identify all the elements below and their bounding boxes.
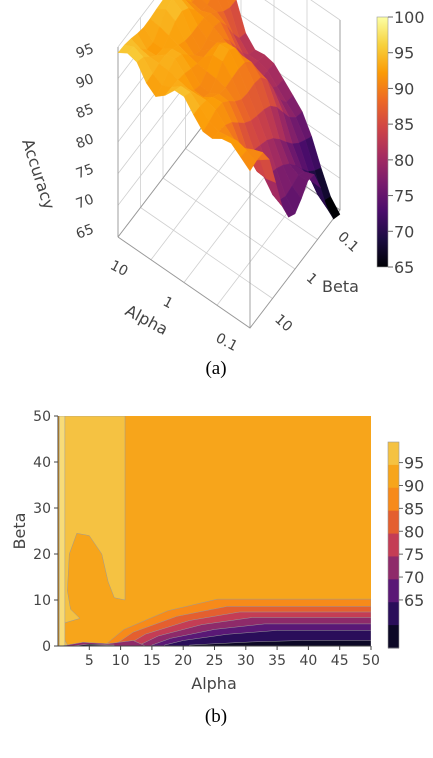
contour-colorbar-tick-label: 70 (404, 568, 424, 587)
contour-y-tick-label: 10 (33, 593, 51, 609)
colorbar-tick-label: 95 (394, 44, 414, 63)
contour-colorbar (387, 441, 400, 649)
surface-colorbar (376, 16, 389, 268)
contour-colorbar-segment (388, 442, 399, 466)
z-tick-label: 95 (74, 41, 96, 62)
contour-x-ticks: 5 10 15 20 25 30 35 40 45 50 (85, 646, 380, 669)
contour-colorbar-tick-label: 75 (404, 545, 424, 564)
contour-colorbar-tick-label: 90 (404, 476, 424, 495)
contour-x-tick-label: 10 (112, 653, 130, 669)
surface-mesh (117, 0, 341, 220)
contour-band (189, 640, 371, 646)
contour-colorbar-segment (388, 625, 399, 649)
contour-y-tick-label: 20 (33, 547, 51, 563)
contour-colorbar-segment (388, 602, 399, 626)
contour-colorbar-ticks: 95 90 85 80 75 70 65 (399, 454, 424, 610)
y-tick-label: 1 (303, 270, 320, 288)
z-tick-label: 80 (74, 131, 96, 152)
contour-colorbar-tick-label: 65 (404, 591, 424, 610)
contour-colorbar-segment (388, 556, 399, 580)
x-tick-label: 1 (160, 294, 175, 312)
contour-colorbar-tick-label: 80 (404, 522, 424, 541)
colorbar-tick-label: 70 (394, 222, 414, 241)
colorbar-tick-label: 85 (394, 115, 414, 134)
surface-colorbar-ticks: 100 95 90 85 80 75 70 65 (388, 8, 425, 277)
contour-x-tick-label: 45 (331, 653, 349, 669)
z-tick-label: 85 (74, 101, 96, 122)
surface-cell (190, 0, 195, 3)
contour-x-tick-label: 35 (268, 653, 286, 669)
contour-x-tick-label: 40 (299, 653, 317, 669)
contour-x-tick-label: 50 (362, 653, 380, 669)
contour-x-tick-label: 5 (85, 653, 94, 669)
contour-band-top (59, 416, 66, 646)
y-tick-label: 0.1 (334, 229, 361, 256)
z-tick-label: 65 (74, 221, 96, 242)
contour-x-axis-label: Alpha (191, 674, 237, 693)
contour-colorbar-tick-label: 95 (404, 454, 424, 473)
caption-a: (a) (205, 358, 226, 379)
contour-band (61, 640, 146, 646)
contour-y-ticks: 0 10 20 30 40 50 (33, 409, 58, 655)
contour-y-tick-label: 30 (33, 501, 51, 517)
contour-y-tick-label: 40 (33, 455, 51, 471)
surface-z-axis-label: Accuracy (18, 136, 59, 211)
contour-colorbar-segment (388, 579, 399, 603)
contour-bands (59, 416, 371, 646)
colorbar-tick-label: 90 (394, 79, 414, 98)
contour-x-tick-label: 30 (237, 653, 255, 669)
contour-y-tick-label: 0 (42, 639, 51, 655)
surface-y-axis-label: Beta (322, 277, 359, 296)
y-tick-label: 10 (271, 311, 295, 335)
contour-colorbar-segment (388, 510, 399, 535)
x-tick-label: 10 (107, 258, 130, 280)
colorbar-tick-label: 75 (394, 187, 414, 206)
z-tick-label: 75 (74, 161, 96, 182)
contour-panel-b: 5 10 15 20 25 30 35 40 45 50 0 10 20 30 40 50 Alpha Be… (10, 409, 424, 727)
contour-colorbar-tick-label: 85 (404, 499, 424, 518)
z-tick-label: 90 (74, 71, 96, 92)
contour-colorbar-segment (388, 464, 399, 489)
colorbar-tick-label: 80 (394, 151, 414, 170)
contour-x-tick-label: 20 (174, 653, 192, 669)
contour-colorbar-segment (388, 487, 399, 512)
contour-colorbar-segment (388, 533, 399, 557)
surface-cell (227, 0, 237, 9)
contour-y-tick-label: 50 (33, 409, 51, 425)
contour-y-axis-label: Beta (10, 513, 29, 550)
caption-b: (b) (205, 706, 227, 727)
surface-cell (240, 150, 257, 172)
colorbar-tick-label: 100 (394, 8, 425, 27)
contour-x-tick-label: 15 (143, 653, 161, 669)
z-tick-label: 70 (74, 191, 96, 212)
colorbar-tick-label: 65 (394, 258, 414, 277)
x-tick-label: 0.1 (213, 330, 240, 355)
contour-x-tick-label: 25 (206, 653, 224, 669)
